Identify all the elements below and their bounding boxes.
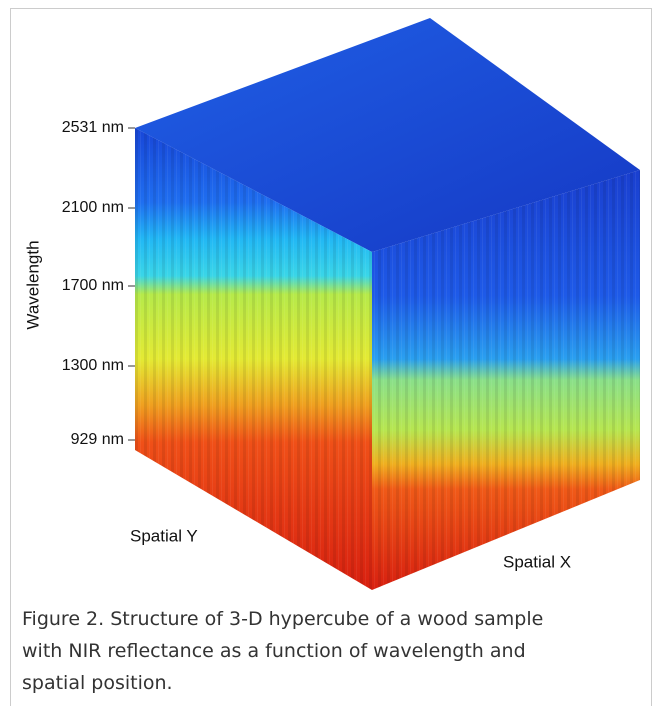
caption-line: spatial position. [22,672,173,694]
caption-line: with NIR reflectance as a function of wa… [22,640,526,662]
hypercube-figure: 2531 nm 2100 nm 1700 nm 1300 nm 929 nm W… [0,0,662,610]
tick-label: 2100 nm [62,199,124,216]
axis-label: Wavelength [23,240,42,329]
wavelength-axis: 2531 nm 2100 nm 1700 nm 1300 nm 929 nm W… [23,119,135,448]
caption-line: Figure 2. Structure of 3-D hypercube of … [22,608,543,630]
axis-label: Spatial Y [130,526,198,545]
tick-label: 1300 nm [62,357,124,374]
tick-label: 1700 nm [62,277,124,294]
tick-label: 2531 nm [62,119,124,136]
axis-label: Spatial X [503,552,571,571]
tick-label: 929 nm [71,431,124,448]
